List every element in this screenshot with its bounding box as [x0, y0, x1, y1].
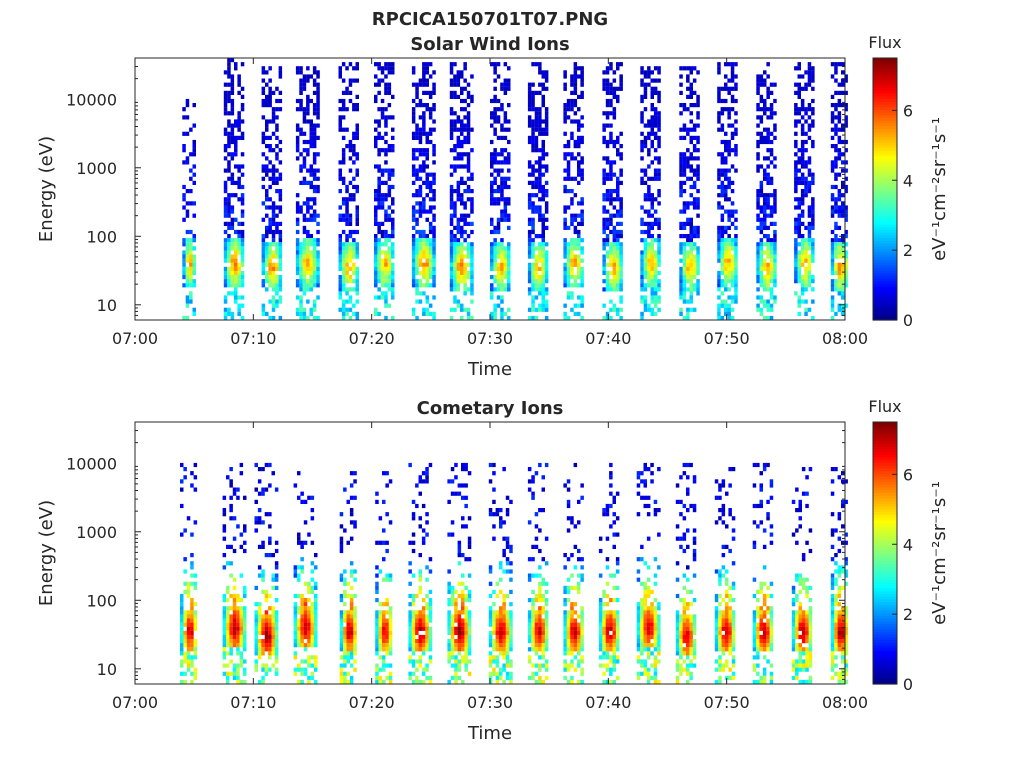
burst-13 [675, 462, 697, 685]
burst-0 [180, 462, 198, 685]
burst-16 [791, 467, 813, 685]
x-tick-label: 07:10 [230, 693, 276, 712]
heatmap-cells [180, 462, 848, 685]
burst-7 [449, 62, 474, 321]
heatmap-cells [182, 58, 848, 321]
burst-14 [717, 62, 738, 321]
burst-15 [756, 62, 777, 321]
panel-cometary-ions: Cometary Ions 07:00 07:10 07:20 07:30 07:40 07… [36, 397, 950, 744]
y-axis-label: Energy (eV) [36, 136, 57, 242]
x-tick-label: 07:50 [704, 693, 750, 712]
x-tick-label: 07:40 [585, 693, 631, 712]
burst-11 [598, 462, 620, 685]
burst-17 [830, 467, 848, 685]
burst-10 [563, 462, 584, 685]
y-tick-label: 10000 [66, 454, 117, 473]
colorbar: Flux 0 2 4 6 eV⁻¹cm⁻²sr⁻¹s⁻¹ [868, 397, 950, 694]
burst-8 [488, 462, 513, 685]
burst-17 [830, 62, 848, 321]
x-tick-label: 07:50 [704, 329, 750, 348]
colorbar-label: eV⁻¹cm⁻²sr⁻¹s⁻¹ [929, 117, 950, 261]
burst-5 [375, 471, 393, 685]
burst-5 [374, 62, 395, 321]
x-axis-label: Time [467, 359, 512, 380]
burst-14 [714, 467, 736, 685]
burst-3 [295, 66, 320, 321]
x-axis-label: Time [467, 723, 512, 744]
y-tick-label: 100 [86, 227, 117, 246]
figure-title: RPCICA150701T07.PNG [372, 9, 608, 30]
burst-9 [527, 462, 549, 685]
burst-12 [640, 66, 661, 321]
colorbar-box [872, 421, 898, 685]
burst-6 [408, 462, 433, 685]
x-tick-label: 07:20 [349, 329, 395, 348]
colorbar-title: Flux [868, 33, 901, 52]
panel-solar-wind-ions: Solar Wind Ions 07:00 07:10 07:20 07:30 07:40… [36, 33, 950, 380]
burst-9 [527, 62, 549, 321]
x-tick-label: 08:00 [822, 329, 868, 348]
burst-2 [254, 462, 279, 685]
burst-16 [794, 62, 815, 321]
colorbar-tick-label: 0 [903, 675, 913, 694]
burst-6 [411, 62, 436, 321]
colorbar-tick-label: 2 [903, 605, 913, 624]
y-tick-label: 10 [97, 660, 117, 679]
x-tick-label: 07:00 [112, 329, 158, 348]
y-tick-label: 10000 [66, 90, 117, 109]
colorbar-tick-label: 4 [903, 171, 913, 190]
burst-1 [223, 58, 245, 321]
colorbar: Flux 0 2 4 6 eV⁻¹cm⁻²sr⁻¹s⁻¹ [868, 33, 950, 330]
y-tick-label: 1000 [76, 159, 117, 178]
burst-1 [222, 462, 247, 685]
burst-4 [338, 62, 359, 321]
x-tick-label: 07:10 [230, 329, 276, 348]
burst-15 [752, 462, 774, 685]
x-tick-label: 07:40 [585, 329, 631, 348]
burst-12 [636, 462, 661, 685]
burst-3 [293, 471, 318, 685]
y-axis-label: Energy (eV) [36, 500, 57, 606]
chart-title: Cometary Ions [417, 398, 564, 419]
burst-7 [447, 462, 472, 685]
colorbar-tick-label: 6 [903, 101, 913, 120]
burst-13 [679, 66, 700, 321]
burst-10 [563, 62, 584, 321]
burst-8 [490, 62, 511, 321]
colorbar-tick-label: 4 [903, 535, 913, 554]
colorbar-tick-label: 0 [903, 311, 913, 330]
y-tick-label: 100 [86, 591, 117, 610]
colorbar-label: eV⁻¹cm⁻²sr⁻¹s⁻¹ [929, 481, 950, 625]
burst-4 [339, 471, 357, 685]
x-tick-label: 07:30 [467, 329, 513, 348]
x-tick-label: 07:20 [349, 693, 395, 712]
colorbar-tick-label: 6 [903, 465, 913, 484]
burst-0 [182, 98, 196, 321]
colorbar-tick-label: 2 [903, 241, 913, 260]
burst-2 [261, 66, 283, 321]
colorbar-box [872, 57, 898, 321]
x-tick-label: 07:30 [467, 693, 513, 712]
burst-11 [602, 62, 623, 321]
x-tick-label: 08:00 [822, 693, 868, 712]
colorbar-title: Flux [868, 397, 901, 416]
y-tick-label: 1000 [76, 523, 117, 542]
y-tick-label: 10 [97, 296, 117, 315]
chart-title: Solar Wind Ions [410, 34, 569, 55]
x-tick-label: 07:00 [112, 693, 158, 712]
